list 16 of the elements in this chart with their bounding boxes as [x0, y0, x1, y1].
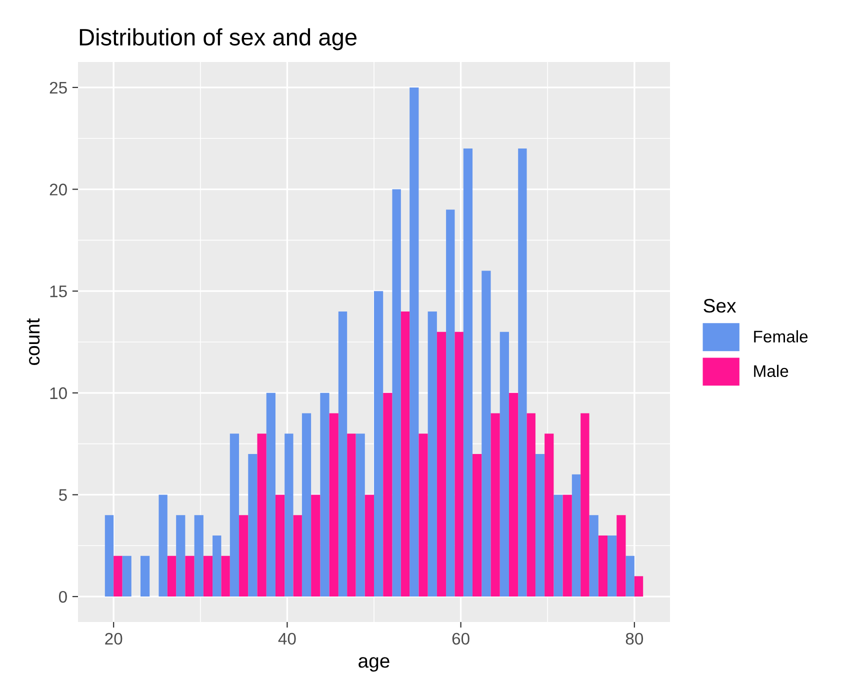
y-tick-label: 15	[50, 286, 67, 298]
y-tick-label: 0	[58, 590, 67, 603]
y-tick-label: 10	[50, 387, 67, 400]
y-tick-label: 20	[50, 184, 67, 196]
x-tick-label: 20	[105, 632, 122, 645]
y-tick-label: 25	[50, 82, 67, 94]
legend-label: Male	[754, 364, 788, 378]
y-tick-label: 5	[58, 489, 67, 501]
x-tick-label: 40	[278, 632, 296, 645]
y-axis-title: count	[26, 318, 40, 365]
x-axis-title: age	[358, 657, 390, 672]
x-tick-label: 60	[452, 632, 470, 645]
x-tick-label: 80	[626, 632, 644, 645]
legend-title: Sex	[704, 298, 736, 313]
chart-title: Distribution of sex and age	[80, 28, 357, 50]
legend-label: Female	[754, 330, 808, 342]
